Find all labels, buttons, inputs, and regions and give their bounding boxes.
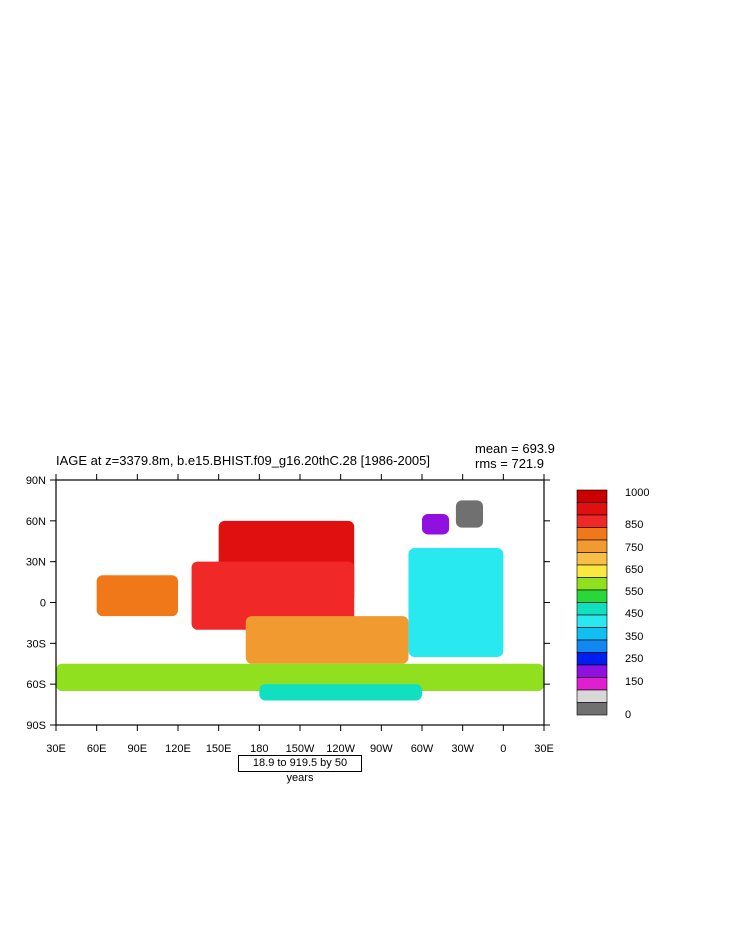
- x-tick-label: 90E: [128, 743, 148, 755]
- region-south-pacific: [245, 616, 409, 664]
- colorbar-label: 450: [625, 608, 643, 620]
- colorbar-swatch: [576, 564, 608, 578]
- colorbar-swatch: [576, 614, 608, 628]
- x-axis: 30E 60E 90E 120E 150E 180 150W 120W 90W 60W 30W 0 30…: [46, 474, 554, 755]
- colorbar-swatch: [576, 589, 608, 603]
- colorbar-swatch: [576, 552, 608, 566]
- x-tick-label: 180: [250, 743, 268, 755]
- colorbar-label: 350: [625, 631, 643, 643]
- colorbar-label: 650: [625, 564, 643, 576]
- mean-value: mean = 693.9: [475, 441, 555, 456]
- colorbar-swatch: [576, 677, 608, 691]
- ocean-age-map: [56, 500, 544, 701]
- colorbar-label: 250: [625, 653, 643, 665]
- colorbar-swatch: [576, 689, 608, 703]
- colorbar-swatch: [576, 502, 608, 516]
- y-tick-label: 30N: [26, 557, 46, 569]
- colorbar-swatch: [576, 514, 608, 528]
- colorbar-swatch: [576, 652, 608, 666]
- colorbar-label: 0: [625, 709, 631, 721]
- x-tick-label: 150W: [286, 743, 315, 755]
- colorbar-swatch: [576, 702, 608, 716]
- x-tick-label: 90W: [370, 743, 393, 755]
- x-tick-label: 120E: [165, 743, 191, 755]
- contour-interval-note: 18.9 to 919.5 by 50 years: [238, 755, 362, 784]
- x-tick-label: 30E: [46, 743, 66, 755]
- colorbar-swatch: [576, 489, 608, 503]
- region-labrador-sea: [422, 514, 450, 535]
- x-tick-label: 0: [500, 743, 506, 755]
- region-antarctic-margin: [259, 684, 422, 701]
- region-tropical-pacific: [191, 561, 355, 630]
- x-tick-label: 60W: [411, 743, 434, 755]
- region-southern-ocean: [56, 663, 544, 691]
- plot-title: IAGE at z=3379.8m, b.e15.BHIST.f09_g16.2…: [56, 453, 431, 468]
- rms-value: rms = 721.9: [475, 456, 545, 471]
- x-tick-label: 30W: [451, 743, 474, 755]
- y-tick-label: 90S: [26, 720, 46, 732]
- region-nordic-seas: [455, 500, 483, 528]
- colorbar-label: 750: [625, 542, 643, 554]
- colorbar-swatch: [576, 639, 608, 653]
- x-tick-label: 30E: [534, 743, 554, 755]
- colorbar-label: 550: [625, 586, 643, 598]
- colorbar-swatch: [576, 664, 608, 678]
- colorbar-swatch: [576, 539, 608, 553]
- colorbar: 1000 850 750 650 550 450 350 250 150 0: [576, 487, 649, 721]
- y-tick-label: 0: [40, 598, 46, 610]
- colorbar-swatch: [576, 527, 608, 541]
- y-tick-label: 60S: [26, 679, 46, 691]
- colorbar-label: 150: [625, 676, 643, 688]
- colorbar-swatch: [576, 602, 608, 616]
- colorbar-label: 850: [625, 519, 643, 531]
- y-tick-label: 90N: [26, 475, 46, 487]
- x-tick-label: 150E: [206, 743, 232, 755]
- region-equatorial-indian: [96, 575, 178, 617]
- colorbar-swatch: [576, 627, 608, 641]
- y-tick-label: 60N: [26, 516, 46, 528]
- colorbar-label: 1000: [625, 487, 649, 499]
- x-tick-label: 120W: [326, 743, 355, 755]
- x-tick-label: 60E: [87, 743, 107, 755]
- y-tick-label: 30S: [26, 638, 46, 650]
- colorbar-swatch: [576, 577, 608, 591]
- y-axis: 90N 60N 30N 0 30S 60S 90S: [26, 475, 550, 732]
- region-atlantic: [408, 548, 504, 657]
